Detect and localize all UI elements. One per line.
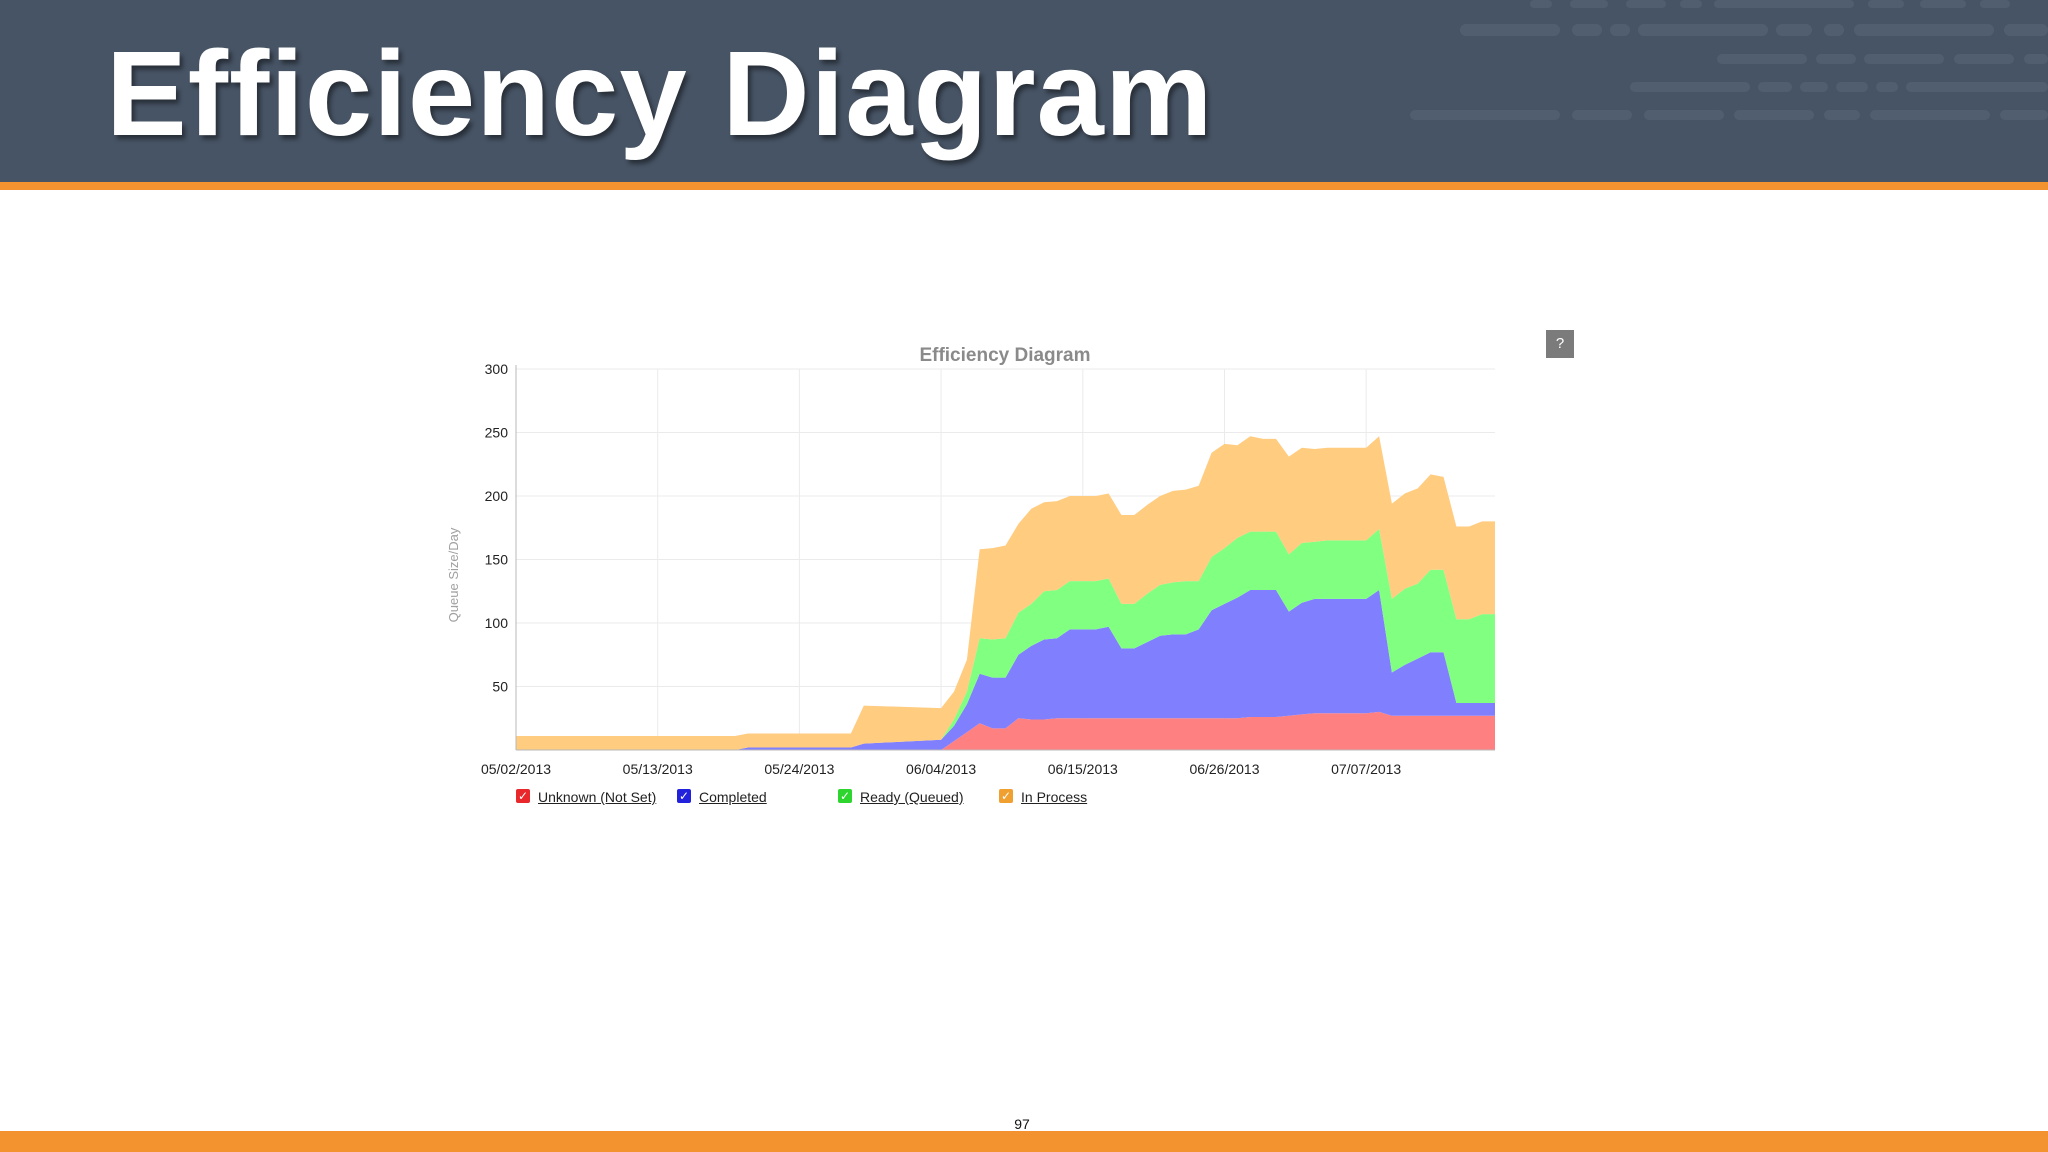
grid-lines <box>516 368 1495 750</box>
series-area-completed <box>516 590 1495 750</box>
series-area-unknown-not-set <box>516 711 1495 750</box>
checkbox-icon[interactable]: ✓ <box>838 789 852 803</box>
x-tick-label: 05/13/2013 <box>623 761 693 777</box>
checkbox-icon[interactable]: ✓ <box>677 789 691 803</box>
series-area-in-process <box>516 436 1495 750</box>
y-tick-label: 50 <box>492 679 508 695</box>
x-tick-label: 05/02/2013 <box>481 761 551 777</box>
chart-container: Efficiency Diagram Queue Size/Day 50 100 1… <box>430 325 1610 825</box>
y-tick-label: 300 <box>485 361 509 377</box>
header-accent-stripe <box>0 182 2048 190</box>
help-button[interactable]: ? <box>1546 330 1574 358</box>
y-tick-label: 150 <box>485 552 509 568</box>
x-tick-label: 06/15/2013 <box>1048 761 1118 777</box>
legend-label: In Process <box>1021 789 1088 805</box>
series-area-ready-queued <box>516 529 1495 750</box>
y-tick-label: 200 <box>485 488 509 504</box>
checkbox-icon[interactable]: ✓ <box>516 789 530 803</box>
slide-header: Efficiency Diagram <box>0 0 2048 182</box>
x-tick-label: 07/07/2013 <box>1331 761 1401 777</box>
footer-accent-stripe <box>0 1131 2048 1152</box>
x-tick-label: 06/04/2013 <box>906 761 976 777</box>
axes: 50 100 150 200 250 300 05/02/2013 05/13/2013 05/… <box>481 361 1495 777</box>
legend-label: Ready (Queued) <box>860 789 964 805</box>
checkbox-icon[interactable]: ✓ <box>999 789 1013 803</box>
x-tick-label: 05/24/2013 <box>764 761 834 777</box>
x-tick-label: 06/26/2013 <box>1189 761 1259 777</box>
legend-label: Completed <box>699 789 767 805</box>
y-tick-label: 100 <box>485 615 509 631</box>
header-decoration <box>1410 0 2048 120</box>
series-areas <box>516 436 1495 750</box>
chart-title: Efficiency Diagram <box>919 345 1090 366</box>
efficiency-chart: Efficiency Diagram Queue Size/Day 50 100 1… <box>446 345 1495 777</box>
y-axis-label: Queue Size/Day <box>446 527 461 622</box>
slide-title: Efficiency Diagram <box>106 25 1214 161</box>
legend-label: Unknown (Not Set) <box>538 789 657 805</box>
page-number: 97 <box>1014 1116 1030 1132</box>
y-tick-label: 250 <box>485 425 509 441</box>
